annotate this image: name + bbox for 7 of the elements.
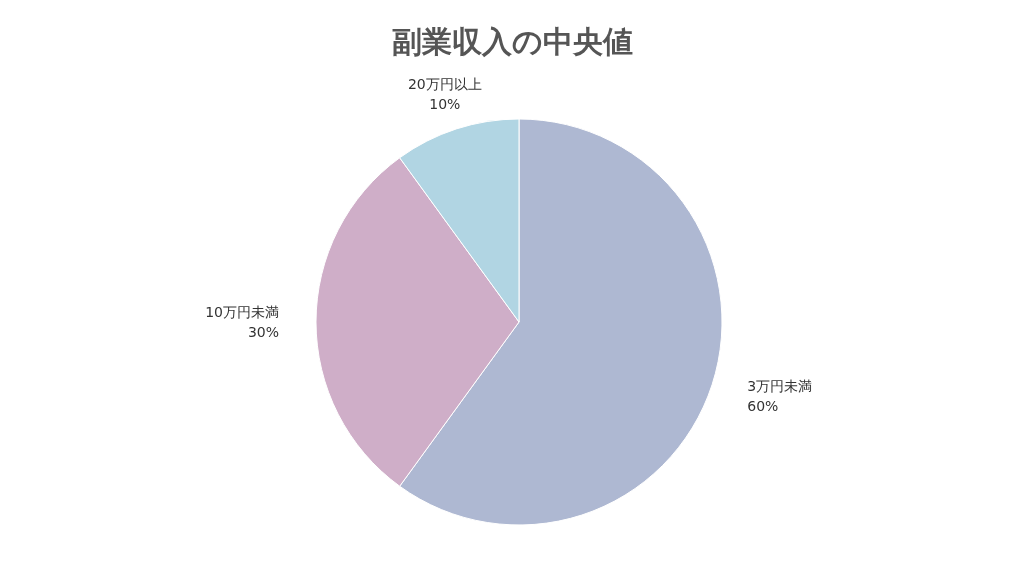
slice-label: 10万円未満 [205,304,279,320]
data-label: 10% [429,95,461,112]
slice-label: 3万円未満 [747,378,813,395]
slice-label: 20万円以上 [407,75,482,92]
chart-title: 副業収入の中央値 [391,24,633,59]
data-label: 30% [247,324,279,340]
data-label: 60% [747,398,779,415]
